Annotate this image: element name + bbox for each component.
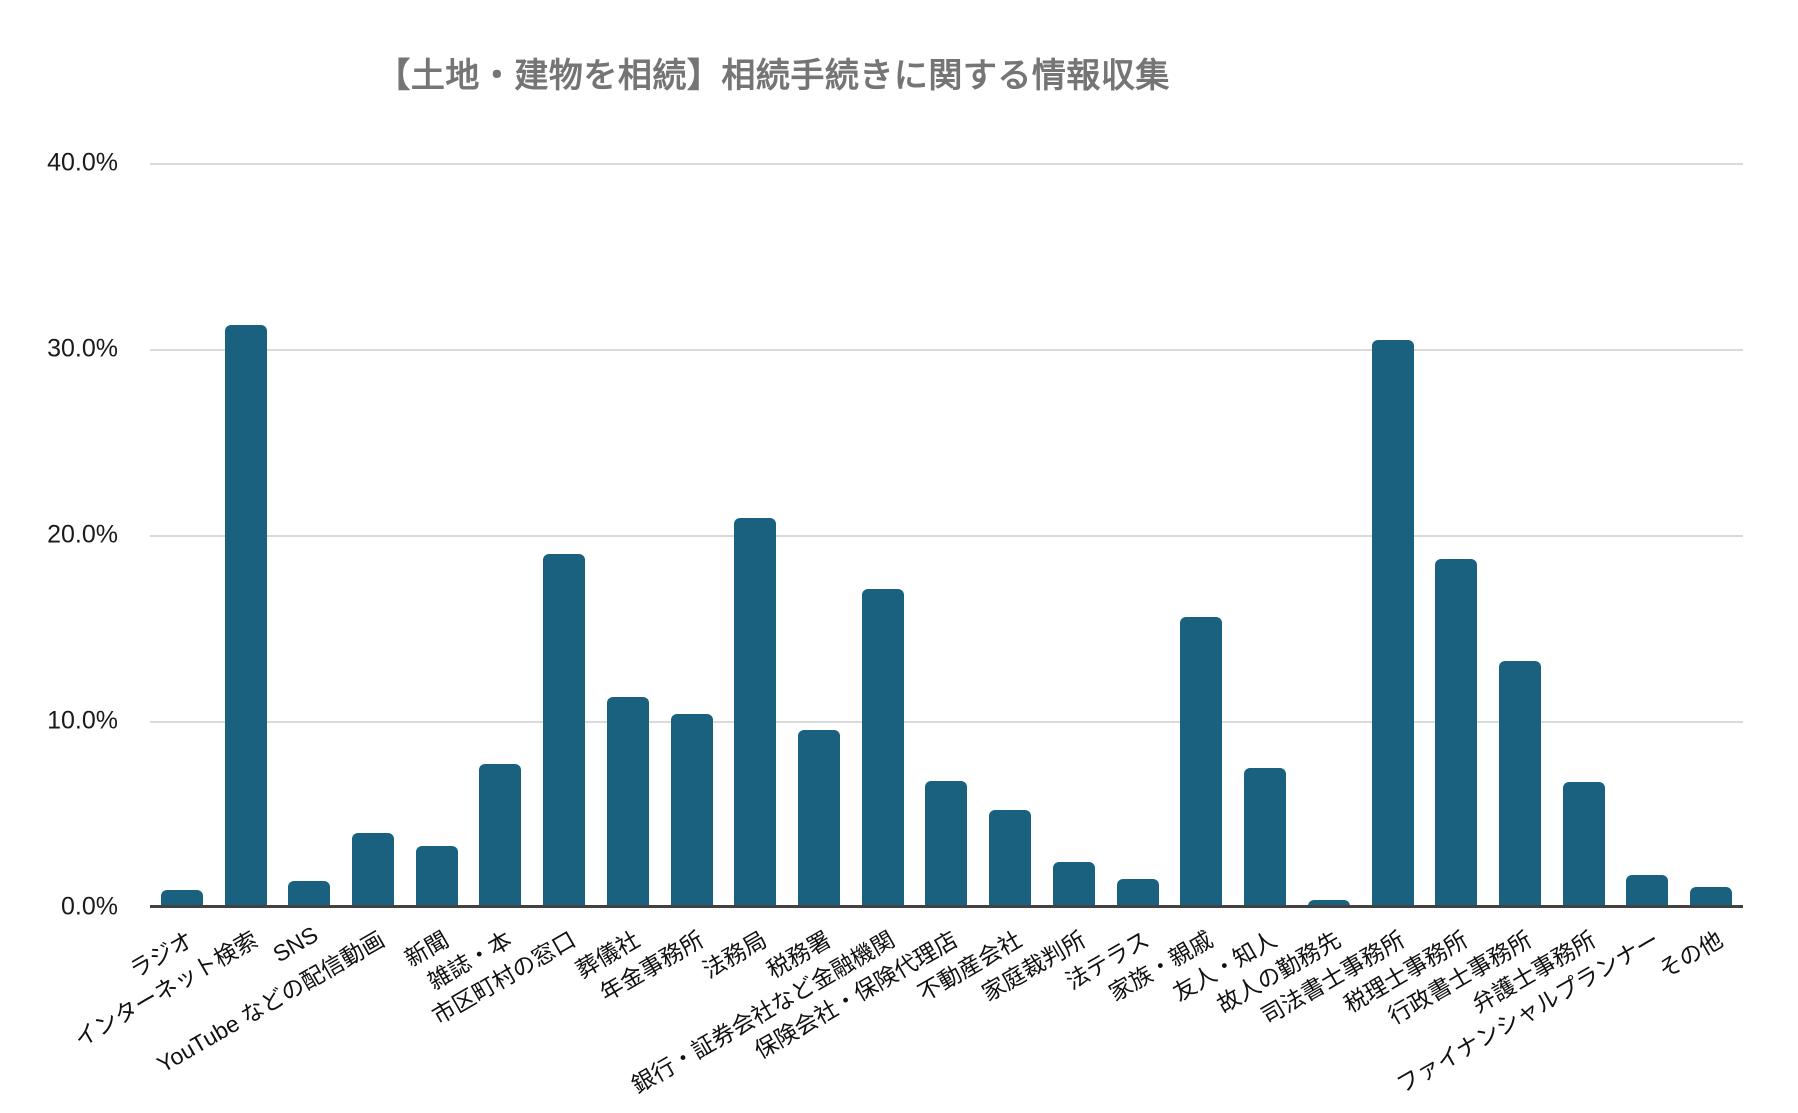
bar-slot: 行政書士事務所	[1384, 163, 1552, 1029]
bar-12	[861, 588, 904, 907]
bar-18	[1244, 767, 1287, 907]
bar-17	[1180, 616, 1223, 907]
bar-slot: YouTube などの配信動画	[153, 163, 405, 1078]
bar-7	[543, 553, 586, 907]
plot-area: ラジオ インターネット検索 SNS YouTube などの配信動画 新聞 雑誌・本 市区町村…	[69, 163, 1743, 1098]
bar-slot: 税理士事務所	[1340, 163, 1488, 1018]
bar-slot: 家庭裁判所	[977, 163, 1106, 1006]
y-tick-label: 40.0%	[47, 148, 118, 177]
bar-slot: 司法書士事務所	[1256, 163, 1425, 1029]
bar-slot: 法テラス	[1061, 163, 1170, 994]
bar-24	[1626, 875, 1669, 907]
bar-slot: 年金事務所	[595, 163, 724, 1006]
bar-slot: 友人・知人	[1168, 163, 1297, 1006]
bar-15	[1052, 862, 1095, 907]
bar-slot: 不動産会社	[914, 163, 1042, 1006]
bar-slot: 故人の勤務先	[1212, 163, 1361, 1018]
gridline	[150, 349, 1743, 351]
chart-title: 【土地・建物を相続】相続手続きに関する情報収集	[376, 57, 1170, 95]
bar-slot: 法務局	[699, 163, 787, 983]
gridline	[150, 721, 1743, 723]
bar-6	[479, 763, 522, 907]
x-axis-label: その他	[1654, 926, 1728, 984]
bar-2	[224, 324, 267, 907]
bar-8	[606, 696, 649, 907]
bar-slot: 葬儀社	[571, 163, 660, 983]
bar-10	[734, 518, 777, 907]
x-axis-label: 法務局	[698, 926, 772, 984]
bar-slot: 雑誌・本	[424, 163, 533, 995]
bar-slot: 保険会社・保険代理店	[750, 163, 979, 1064]
bar-21	[1435, 559, 1478, 907]
bar-slot: 税務署	[762, 163, 851, 983]
bar-slot: 弁護士事務所	[1467, 163, 1616, 1018]
bar-4	[352, 832, 395, 907]
y-tick-label: 20.0%	[47, 520, 118, 549]
bar-11	[798, 730, 841, 907]
bar-9	[670, 713, 713, 907]
gridline	[150, 163, 1743, 165]
y-tick-label: 10.0%	[47, 706, 118, 735]
bar-3	[288, 880, 331, 907]
bar-13	[925, 780, 968, 907]
gridline	[150, 535, 1743, 537]
bar-slot: 新聞	[400, 163, 469, 972]
y-tick-label: 30.0%	[47, 334, 118, 363]
bar-slot: ラジオ	[125, 163, 214, 983]
bar-19	[1307, 899, 1350, 907]
bar-5	[415, 845, 458, 907]
bar-20	[1371, 339, 1414, 907]
bar-slot: 銀行・証券会社など金融機関	[627, 163, 915, 1098]
x-axis-line	[150, 905, 1743, 908]
bars-row: ラジオ インターネット検索 SNS YouTube などの配信動画 新聞 雑誌・本 市区町村…	[69, 163, 1743, 1098]
bar-16	[1116, 879, 1159, 907]
bar-22	[1498, 661, 1541, 907]
bar-slot: その他	[1654, 163, 1743, 983]
bar-slot: ファイナンシャルプランナー	[1392, 163, 1680, 1098]
bar-slot: インターネット検索	[69, 163, 278, 1052]
y-axis: 0.0% 10.0% 20.0% 30.0% 40.0%	[30, 149, 130, 921]
y-tick-label: 0.0%	[61, 892, 118, 921]
bar-slot: 家族・親戚	[1105, 163, 1234, 1006]
bar-23	[1562, 782, 1605, 907]
bar-14	[989, 810, 1032, 907]
bar-slot: 市区町村の窓口	[428, 163, 596, 1029]
bar-25	[1690, 886, 1733, 907]
bar-slot: SNS	[268, 163, 341, 967]
bar-1	[160, 890, 203, 907]
